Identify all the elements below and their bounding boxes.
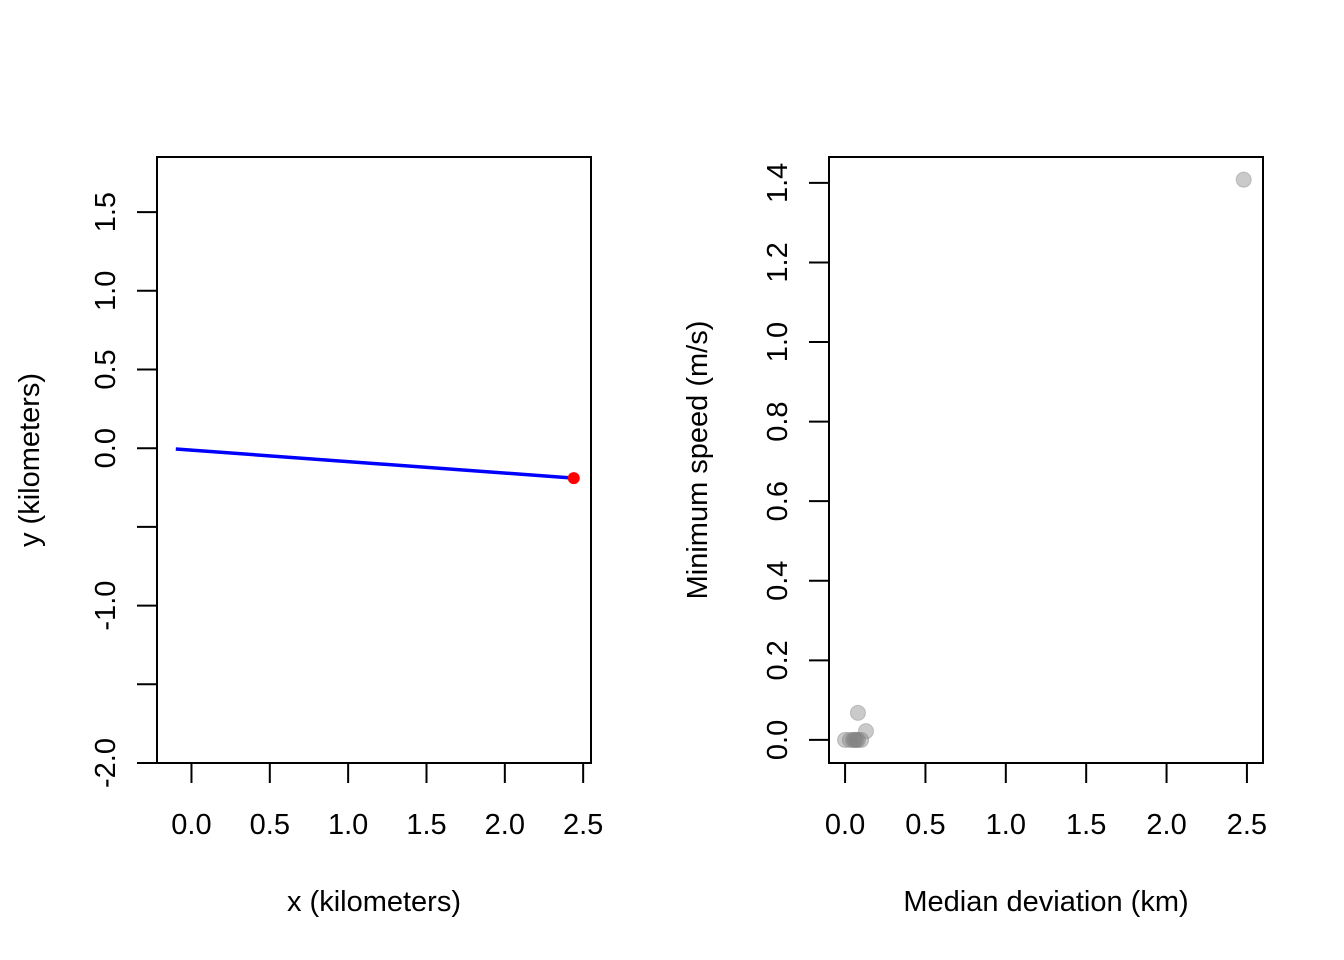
trajectory-marks bbox=[175, 447, 580, 485]
trajectory-x-tick-label: 0.5 bbox=[250, 809, 290, 841]
speed-deviation-x-tick-label: 2.5 bbox=[1227, 809, 1267, 841]
trajectory-line bbox=[175, 447, 574, 480]
speed-deviation-y-tick-label: 1.2 bbox=[762, 242, 794, 282]
speed-deviation-x-tick-label: 0.0 bbox=[825, 809, 865, 841]
trajectory-y-tick-label: -1.0 bbox=[90, 581, 122, 631]
speed-deviation-x-axis: 0.0 0.5 1.0 1.5 2.0 2.5 bbox=[825, 762, 1267, 841]
speed-deviation-y-axis: 0.0 0.2 0.4 0.6 0.8 1.0 1.2 1.4 bbox=[762, 163, 830, 760]
speed-deviation-y-axis-title: Minimum speed (m/s) bbox=[682, 321, 714, 600]
trajectory-x-tick-label: 1.0 bbox=[328, 809, 368, 841]
scatter-point bbox=[849, 704, 866, 721]
speed-deviation-x-tick-label: 1.5 bbox=[1066, 809, 1106, 841]
speed-deviation-x-axis-title: Median deviation (km) bbox=[903, 886, 1188, 918]
speed-deviation-y-tick-label: 1.4 bbox=[762, 163, 794, 203]
scatter-point bbox=[857, 723, 874, 740]
speed-deviation-x-tick-label: 2.0 bbox=[1146, 809, 1186, 841]
scatter-point bbox=[837, 731, 854, 748]
trajectory-x-tick-label: 2.0 bbox=[485, 809, 525, 841]
scatter-point bbox=[841, 731, 858, 748]
trajectory-x-tick-label: 2.5 bbox=[563, 809, 603, 841]
scatter-point bbox=[845, 731, 862, 748]
speed-deviation-y-tick-label: 0.0 bbox=[762, 720, 794, 760]
trajectory-y-tick-label: 1.5 bbox=[90, 192, 122, 232]
trajectory-y-tick-label: -2.0 bbox=[90, 738, 122, 788]
scatter-point bbox=[848, 731, 865, 748]
trajectory-y-tick-label: 0.0 bbox=[90, 428, 122, 468]
trajectory-y-tick-label: 1.0 bbox=[90, 271, 122, 311]
speed-deviation-y-tick-label: 0.8 bbox=[762, 401, 794, 441]
trajectory-x-axis: 0.0 0.5 1.0 1.5 2.0 2.5 bbox=[171, 762, 603, 841]
speed-deviation-x-tick-label: 1.0 bbox=[986, 809, 1026, 841]
speed-deviation-plot-frame bbox=[828, 156, 1264, 764]
trajectory-x-tick-label: 1.5 bbox=[406, 809, 446, 841]
speed-deviation-marks bbox=[837, 171, 1252, 748]
scatter-point bbox=[846, 731, 863, 748]
speed-deviation-y-tick-label: 0.4 bbox=[762, 561, 794, 601]
speed-deviation-plot: 0.0 0.5 1.0 1.5 2.0 2.5 0.0 0.2 0.4 0.6 0.8 1.0 1.2… bbox=[682, 156, 1267, 918]
speed-deviation-y-tick-label: 1.0 bbox=[762, 322, 794, 362]
speed-deviation-y-tick-label: 0.2 bbox=[762, 640, 794, 680]
scatter-point bbox=[849, 731, 866, 748]
trajectory-plot: 0.0 0.5 1.0 1.5 2.0 2.5 -2.0-1.00.00.51.01.5 … bbox=[14, 156, 603, 918]
trajectory-y-axis-title: y (kilometers) bbox=[14, 373, 46, 547]
scatter-point bbox=[1235, 171, 1252, 188]
scatter-point bbox=[853, 731, 870, 748]
trajectory-x-axis-title: x (kilometers) bbox=[287, 886, 461, 918]
speed-deviation-x-tick-label: 0.5 bbox=[905, 809, 945, 841]
trajectory-plot-frame bbox=[156, 156, 592, 764]
trajectory-x-tick-label: 0.0 bbox=[171, 809, 211, 841]
trajectory-y-tick-label: 0.5 bbox=[90, 349, 122, 389]
trajectory-end-point bbox=[567, 472, 580, 485]
trajectory-y-axis: -2.0 -1.0 0.0 0.5 1.0 1.5 bbox=[90, 192, 158, 788]
speed-deviation-y-tick-label: 0.6 bbox=[762, 481, 794, 521]
